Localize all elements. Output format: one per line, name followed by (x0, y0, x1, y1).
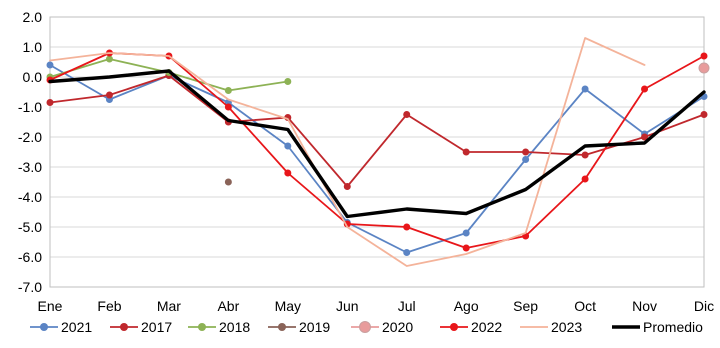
legend-label: 2023 (551, 319, 582, 335)
tick-labels: 2.0 1.0 0.0 -1.0 -2.0 -3.0 -4.0 -5.0 -6.0 -7.0 Ene… (18, 9, 714, 314)
legend-item-2022: 2022 (440, 319, 502, 335)
data-point (403, 249, 411, 256)
legend-item-2019: 2019 (268, 319, 330, 335)
legend-label: 2019 (299, 319, 330, 335)
data-point (105, 91, 113, 99)
legend-label: Promedio (643, 319, 703, 335)
data-point (581, 85, 589, 93)
data-point (284, 78, 292, 85)
data-point (46, 99, 54, 106)
y-tick-label: -2.0 (18, 129, 42, 145)
y-tick-label: -5.0 (18, 219, 42, 235)
series-lines (46, 37, 710, 267)
x-tick-label: Jul (398, 298, 416, 314)
x-tick-label: Sep (513, 298, 538, 314)
series-line (48, 69, 706, 219)
series-line (49, 64, 705, 254)
data-point (403, 111, 411, 118)
data-point (284, 169, 292, 177)
legend-item-2020: 2020 (351, 319, 413, 335)
data-point (105, 55, 113, 63)
data-point (462, 148, 470, 156)
axes (49, 16, 705, 288)
data-point (224, 87, 232, 94)
legend-marker (450, 323, 458, 331)
data-point (462, 229, 470, 237)
y-tick-label: -6.0 (18, 249, 42, 265)
legend-label: 2022 (471, 319, 502, 335)
series-line (49, 37, 646, 267)
legend-label: 2017 (141, 319, 172, 335)
data-point (403, 223, 411, 231)
x-tick-label: Abr (217, 298, 239, 314)
series-2018 (46, 55, 292, 94)
x-tick-label: Ago (454, 298, 479, 314)
data-point (224, 103, 232, 111)
legend: 2021 2017 2018 2019 2020 2022 2023 Promedio (30, 319, 703, 335)
y-tick-label: -7.0 (18, 279, 42, 295)
data-point (522, 156, 530, 163)
data-point (462, 244, 470, 252)
data-point (700, 111, 708, 118)
legend-marker (278, 323, 286, 331)
legend-marker (198, 323, 206, 331)
legend-marker (120, 323, 128, 331)
y-tick-label: 2.0 (23, 9, 43, 25)
data-point (224, 178, 232, 186)
y-tick-label: -3.0 (18, 159, 42, 175)
data-point (700, 52, 708, 60)
legend-label: 2021 (61, 319, 92, 335)
legend-item-2018: 2018 (188, 319, 250, 335)
x-tick-label: Mar (157, 298, 181, 314)
x-tick-label: Ene (38, 298, 63, 314)
legend-item-2021: 2021 (30, 319, 92, 335)
series-2020 (698, 62, 710, 74)
data-point (641, 85, 649, 93)
legend-label: 2020 (382, 319, 413, 335)
x-tick-label: Nov (632, 298, 657, 314)
series-2019 (224, 178, 232, 186)
legend-marker (359, 321, 371, 333)
data-point (284, 142, 292, 150)
data-point (641, 133, 649, 141)
series-line (49, 74, 705, 188)
series-Promedio (48, 69, 706, 219)
x-tick-label: Feb (97, 298, 121, 314)
legend-item-2017: 2017 (110, 319, 172, 335)
y-tick-label: 0.0 (23, 69, 43, 85)
x-tick-label: May (275, 298, 301, 314)
x-tick-label: Dic (694, 298, 714, 314)
data-point (581, 175, 589, 183)
legend-label: 2018 (219, 319, 250, 335)
x-tick-label: Jun (336, 298, 359, 314)
legend-item-2023: 2023 (520, 319, 582, 335)
x-tick-label: Oct (574, 298, 596, 314)
y-tick-label: -4.0 (18, 189, 42, 205)
y-tick-label: -1.0 (18, 99, 42, 115)
series-2023 (49, 37, 646, 267)
series-2017 (46, 72, 708, 190)
plot-border (49, 16, 705, 288)
data-point (698, 62, 710, 74)
legend-item-Promedio: Promedio (612, 319, 703, 335)
y-tick-label: 1.0 (23, 39, 43, 55)
data-point (46, 61, 54, 69)
data-point (581, 151, 589, 159)
data-point (343, 183, 351, 190)
legend-marker (40, 323, 48, 331)
data-point (522, 148, 530, 156)
